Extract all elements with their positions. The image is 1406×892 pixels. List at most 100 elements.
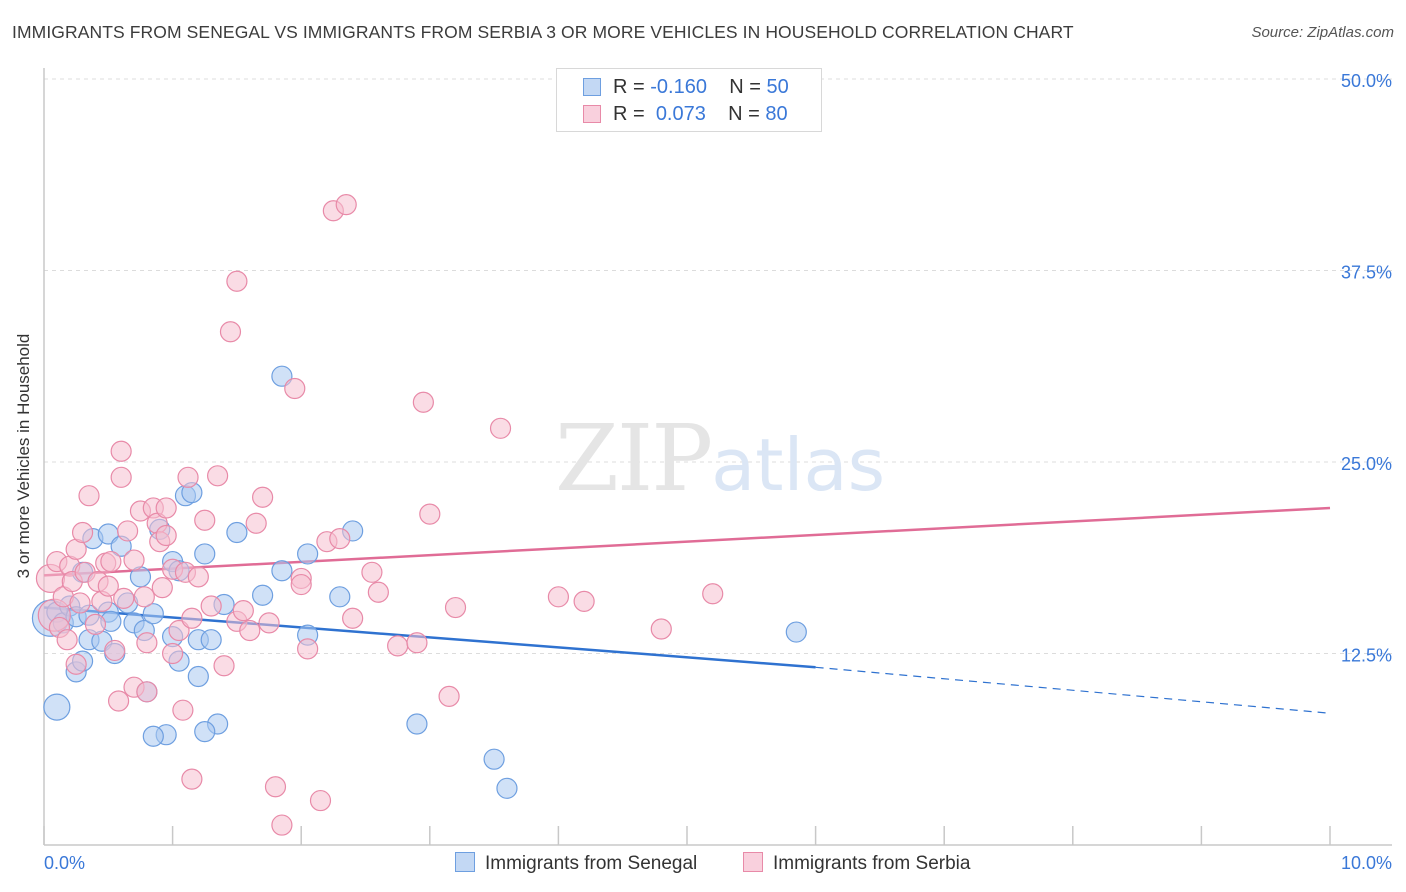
serbia-point [78,485,100,507]
serbia-point [181,607,203,629]
serbia-point [84,613,107,635]
serbia-point [107,690,130,712]
serbia-point [56,629,78,651]
serbia-point [547,586,570,608]
serbia-point [168,619,190,642]
serbia-point [181,768,203,790]
serbia-point [271,814,293,836]
serbia-point [297,638,319,660]
y-tick-label: 50.0% [1341,71,1392,91]
serbia-trend-line [43,506,1331,577]
serbia-point [69,592,91,614]
serbia-point [573,590,595,613]
bottom-legend-senegal: Immigrants from Senegal [455,852,697,875]
senegal-point [785,621,807,643]
serbia-point [264,776,287,798]
senegal-point [200,629,222,651]
serbia-point [444,596,467,619]
serbia-point [177,466,199,488]
legend-swatch-serbia [583,105,601,123]
serbia-point [155,497,177,519]
serbia-point [329,527,351,550]
senegal-point [43,693,71,721]
senegal-point [496,777,518,799]
axes [43,68,1392,846]
serbia-point [226,270,248,292]
serbia-point [200,595,222,617]
serbia-point [123,549,145,571]
grid-lines [44,78,1392,654]
senegal-point [297,543,319,565]
serbia-point [133,586,155,608]
senegal-point [271,365,293,387]
x-tick-label: 0.0% [44,853,85,873]
senegal-point [271,560,293,582]
serbia-point [252,486,274,508]
serbia-point [71,521,94,544]
bottom-legend-serbia: Immigrants from Serbia [743,852,970,875]
y-tick-label: 25.0% [1341,454,1392,474]
senegal-point [194,721,216,743]
serbia-point [650,618,672,640]
serbia-point [65,653,87,675]
serbia-point [367,581,389,603]
serbia-point [245,512,267,534]
correlation-legend: R = -0.160 N = 50 R = 0.073 N = 80 [556,68,822,132]
serbia-point [194,509,216,531]
serbia-point [489,417,512,439]
serbia-point [412,391,434,413]
serbia-point [702,583,724,605]
y-tick-label: 37.5% [1341,263,1392,283]
chart-title: IMMIGRANTS FROM SENEGAL VS IMMIGRANTS FR… [12,22,1074,42]
serbia-point [162,642,184,665]
senegal-point [142,725,164,747]
senegal-point [142,603,164,625]
serbia-point [309,789,332,812]
serbia-point [258,612,280,634]
serbia-point [136,632,158,654]
x-tick-label: 10.0% [1341,853,1392,873]
senegal-point [194,543,216,565]
serbia-point [136,681,158,703]
serbia-point [155,524,177,547]
serbia-point [387,635,409,657]
serbia-point [290,573,312,596]
serbia-point [284,377,306,400]
serbia-point [172,699,194,721]
serbia-point [219,321,242,343]
serbia-point [361,561,383,583]
serbia-point [419,503,441,525]
serbia-point [116,520,139,542]
serbia-point [239,619,261,642]
senegal-point [483,748,505,770]
legend-stats-senegal: R = -0.160 N = 50 [613,76,789,98]
serbia-point [207,465,229,487]
bottom-legend-swatch-serbia [743,852,763,872]
serbia-point [104,639,126,662]
watermark: ZIPatlas [555,405,886,512]
serbia-point [342,607,364,629]
serbia-point [110,440,132,462]
senegal-point [187,665,209,688]
serbia-point [335,194,357,216]
data-points [31,194,807,836]
serbia-point [187,566,209,588]
legend-stats-serbia: R = 0.073 N = 80 [613,103,788,125]
source-label: Source: ZipAtlas.com [1251,24,1394,41]
y-axis-label: 3 or more Vehicles in Household [14,333,33,579]
serbia-point [213,655,235,677]
serbia-point [97,575,119,597]
senegal-trend-line [43,606,816,669]
y-tick-label: 12.5% [1341,646,1392,666]
senegal-point [406,713,428,735]
serbia-point [100,550,122,573]
senegal-trend-extension [815,666,1331,714]
tick-labels: 12.5% 25.0% 37.5% 50.0% 0.0% 10.0% [44,71,1392,873]
serbia-point [406,632,428,654]
trend-lines [43,506,1331,714]
senegal-point [226,521,248,544]
serbia-point [110,466,132,488]
legend-swatch-senegal [583,78,601,96]
serbia-point [232,600,254,622]
